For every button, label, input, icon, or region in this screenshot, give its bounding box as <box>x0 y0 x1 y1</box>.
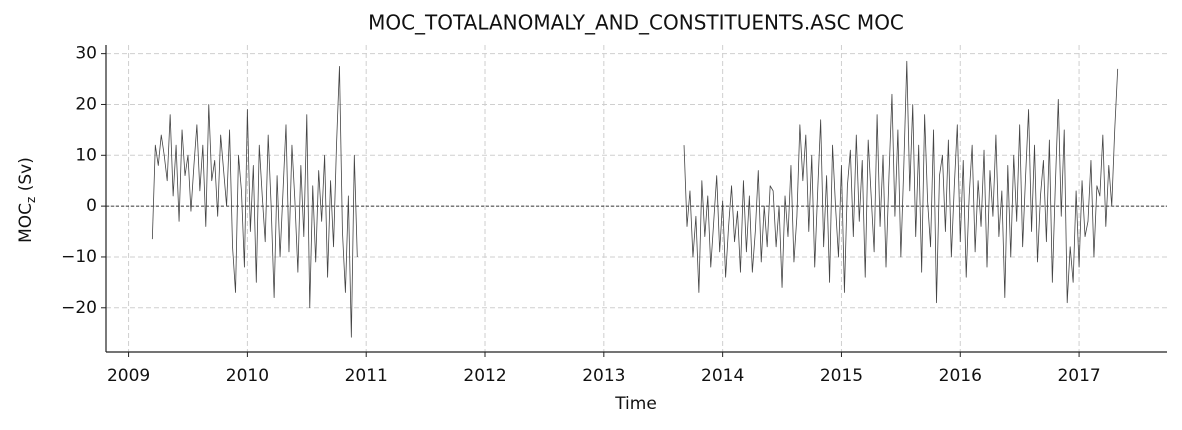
y-axis-label: MOCz (Sv) <box>16 157 38 243</box>
y-tick-label: 10 <box>75 145 97 165</box>
x-tick-label: 2011 <box>345 366 388 386</box>
x-tick-label: 2010 <box>226 366 269 386</box>
x-tick-label: 2013 <box>582 366 625 386</box>
x-tick-label: 2014 <box>701 366 744 386</box>
x-tick-label: 2016 <box>939 366 982 386</box>
x-tick-label: 2012 <box>463 366 506 386</box>
y-tick-label: −20 <box>61 298 97 318</box>
y-label-main: MOC <box>16 203 36 243</box>
y-tick-label: 0 <box>86 196 97 216</box>
x-tick-label: 2009 <box>107 366 150 386</box>
x-tick-label: 2017 <box>1057 366 1100 386</box>
x-axis-label: Time <box>614 394 657 414</box>
y-tick-label: −10 <box>61 247 97 267</box>
y-tick-label: 30 <box>75 44 97 64</box>
y-label-sub: z <box>24 197 38 203</box>
x-tick-label: 2015 <box>820 366 863 386</box>
y-tick-label: 20 <box>75 94 97 114</box>
y-label-unit: (Sv) <box>16 157 36 191</box>
data-line <box>151 60 1119 338</box>
chart-title: MOC_TOTALANOMALY_AND_CONSTITUENTS.ASC MO… <box>368 11 904 35</box>
